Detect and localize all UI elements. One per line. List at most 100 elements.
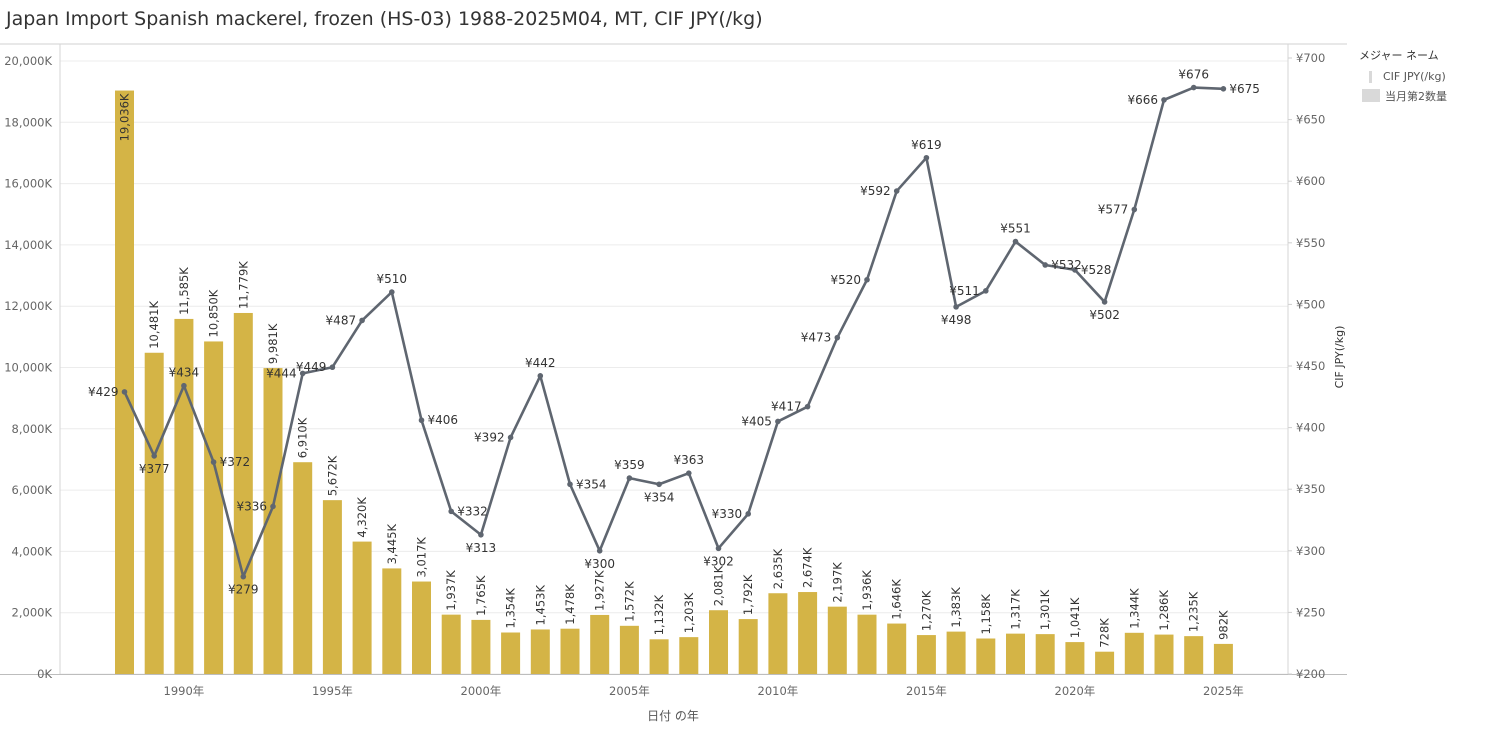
bar <box>738 619 758 674</box>
price-point <box>121 389 128 395</box>
bar <box>679 637 699 674</box>
y-right-tick-label: ¥700 <box>1296 51 1325 65</box>
x-tick-label: 1995年 <box>312 684 353 698</box>
x-tick-label: 2005年 <box>609 684 650 698</box>
line-data-label: ¥372 <box>220 455 251 469</box>
price-point <box>181 382 187 389</box>
price-point <box>1012 238 1019 245</box>
bar-data-label: 5,672K <box>325 455 339 496</box>
bar-data-label: 1,383K <box>949 587 963 628</box>
x-axis-ticks: 1990年 1995年 2000年 2005年 2010年 2015年 2020年 2025年 <box>164 684 1244 698</box>
y-left-tick-label: 8,000K <box>12 422 53 436</box>
legend: メジャー ネーム CIF JPY(/kg) 当月第2数量 <box>1359 47 1447 105</box>
bar <box>1035 634 1055 674</box>
price-point <box>507 434 514 441</box>
bar <box>204 341 224 674</box>
y-left-tick-label: 10,000K <box>4 361 52 375</box>
x-tick-label: 2000年 <box>461 684 502 698</box>
line-data-label: ¥444 <box>266 366 297 380</box>
legend-item-line[interactable]: CIF JPY(/kg) <box>1359 67 1447 86</box>
price-point <box>1072 267 1078 273</box>
bar-data-label: 1,354K <box>504 588 518 629</box>
bar-data-label: 9,981K <box>266 323 280 364</box>
line-data-label: ¥577 <box>1098 203 1129 217</box>
bar <box>293 462 313 674</box>
price-point <box>864 276 870 283</box>
bar <box>144 352 164 674</box>
line-data-label: ¥406 <box>428 413 459 427</box>
line-data-label: ¥442 <box>525 356 556 370</box>
bar <box>233 312 253 674</box>
line-swatch-icon <box>1369 70 1372 83</box>
price-point <box>329 364 336 371</box>
bar-data-label: 1,041K <box>1068 597 1082 638</box>
bar-data-label: 1,927K <box>593 570 607 611</box>
y-right-tick-label: ¥350 <box>1296 482 1325 496</box>
y-right-tick-label: ¥550 <box>1296 236 1325 250</box>
y-right-tick-label: ¥400 <box>1296 421 1325 435</box>
line-data-label: ¥300 <box>584 557 615 571</box>
price-point <box>1131 206 1138 213</box>
y-right-tick-label: ¥250 <box>1296 605 1325 619</box>
price-point <box>1161 97 1167 103</box>
x-tick-label: 2025年 <box>1203 684 1244 698</box>
line-data-label: ¥520 <box>830 273 861 287</box>
bar-data-label: 4,320K <box>355 497 369 538</box>
line-data-label: ¥449 <box>296 360 327 374</box>
line-data-label: ¥417 <box>771 400 802 414</box>
price-point <box>567 481 573 488</box>
bar-data-label: 1,270K <box>919 590 933 631</box>
line-data-label: ¥473 <box>801 331 832 345</box>
line-data-label: ¥429 <box>88 385 119 399</box>
line-data-label: ¥502 <box>1089 308 1120 322</box>
bar <box>263 368 283 674</box>
line-data-label: ¥619 <box>911 138 942 152</box>
price-point <box>478 531 484 538</box>
line-data-label: ¥510 <box>377 272 408 286</box>
y-axis-left-ticks: 0K 2,000K 4,000K 6,000K 8,000K 10,000K 12,000K… <box>4 54 52 681</box>
legend-item-bar[interactable]: 当月第2数量 <box>1359 86 1447 105</box>
price-point <box>923 154 930 161</box>
bar <box>619 625 639 674</box>
bar <box>946 631 966 674</box>
bar <box>1154 634 1174 674</box>
bar-data-label: 2,081K <box>712 565 726 606</box>
bar <box>174 318 194 674</box>
bar <box>352 541 372 674</box>
line-data-label: ¥528 <box>1081 263 1112 277</box>
y-left-tick-label: 12,000K <box>4 299 52 313</box>
bar-data-label: 1,646K <box>890 579 904 620</box>
line-data-label: ¥354 <box>644 490 675 504</box>
bar-data-label: 1,765K <box>474 575 488 616</box>
line-data-label: ¥359 <box>614 458 645 472</box>
price-point <box>804 403 811 410</box>
y-left-tick-label: 4,000K <box>12 544 53 558</box>
price-point <box>270 503 276 510</box>
y-left-tick-label: 6,000K <box>12 483 53 497</box>
bar <box>382 568 402 674</box>
plot-frame <box>0 43 1347 675</box>
x-axis-label: 日付 の年 <box>647 709 699 723</box>
price-point <box>151 453 157 459</box>
bar <box>887 623 907 674</box>
line-data-label: ¥392 <box>474 430 505 444</box>
line-data-label: ¥279 <box>228 583 259 597</box>
line-data-label: ¥302 <box>703 554 734 568</box>
bar-data-label: 1,235K <box>1187 591 1201 632</box>
y-axis-right-ticks: ¥200 ¥250 ¥300 ¥350 ¥400 ¥450 ¥500 ¥550 ¥600 ¥650… <box>1288 51 1325 681</box>
price-point <box>626 475 633 481</box>
y-left-tick-label: 16,000K <box>4 177 52 191</box>
line-data-label: ¥592 <box>860 184 891 198</box>
bar <box>501 632 521 674</box>
bar <box>1184 636 1204 674</box>
price-point <box>299 370 306 377</box>
bar-data-label: 3,445K <box>385 523 399 564</box>
legend-item-label: CIF JPY(/kg) <box>1383 70 1446 83</box>
bar-data-label: 2,635K <box>771 548 785 589</box>
bar <box>412 581 431 674</box>
bar-data-label: 1,203K <box>682 592 696 633</box>
bar <box>471 619 491 674</box>
price-point <box>418 417 425 424</box>
bar <box>768 593 788 674</box>
